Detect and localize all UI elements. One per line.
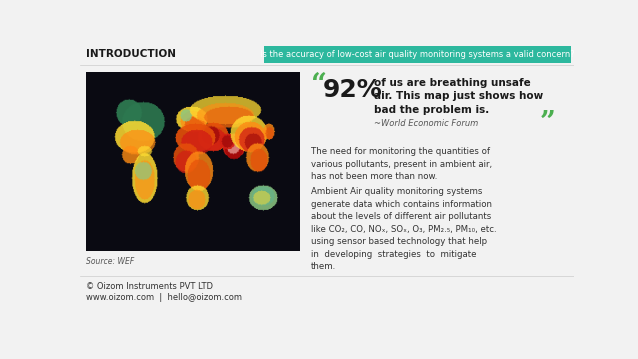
Text: ”: ” xyxy=(539,110,555,137)
Text: Is the accuracy of low-cost air quality monitoring systems a valid concern?: Is the accuracy of low-cost air quality … xyxy=(260,50,575,59)
Text: Source: WEF: Source: WEF xyxy=(86,257,134,266)
Text: INTRODUCTION: INTRODUCTION xyxy=(86,49,176,59)
Text: The need for monitoring the quantities of
various pollutants, present in ambient: The need for monitoring the quantities o… xyxy=(311,147,492,181)
Text: © Oizom Instruments PVT LTD: © Oizom Instruments PVT LTD xyxy=(86,282,213,291)
FancyBboxPatch shape xyxy=(264,46,571,63)
Text: of us are breathing unsafe
air. This map just shows how
bad the problem is.: of us are breathing unsafe air. This map… xyxy=(375,78,544,115)
Text: ~World Economic Forum: ~World Economic Forum xyxy=(375,119,478,128)
Text: “: “ xyxy=(311,71,327,99)
Text: Ambient Air quality monitoring systems
generate data which contains information
: Ambient Air quality monitoring systems g… xyxy=(311,187,496,271)
Text: www.oizom.com  |  hello@oizom.com: www.oizom.com | hello@oizom.com xyxy=(86,293,242,302)
Text: 92%: 92% xyxy=(323,78,383,102)
